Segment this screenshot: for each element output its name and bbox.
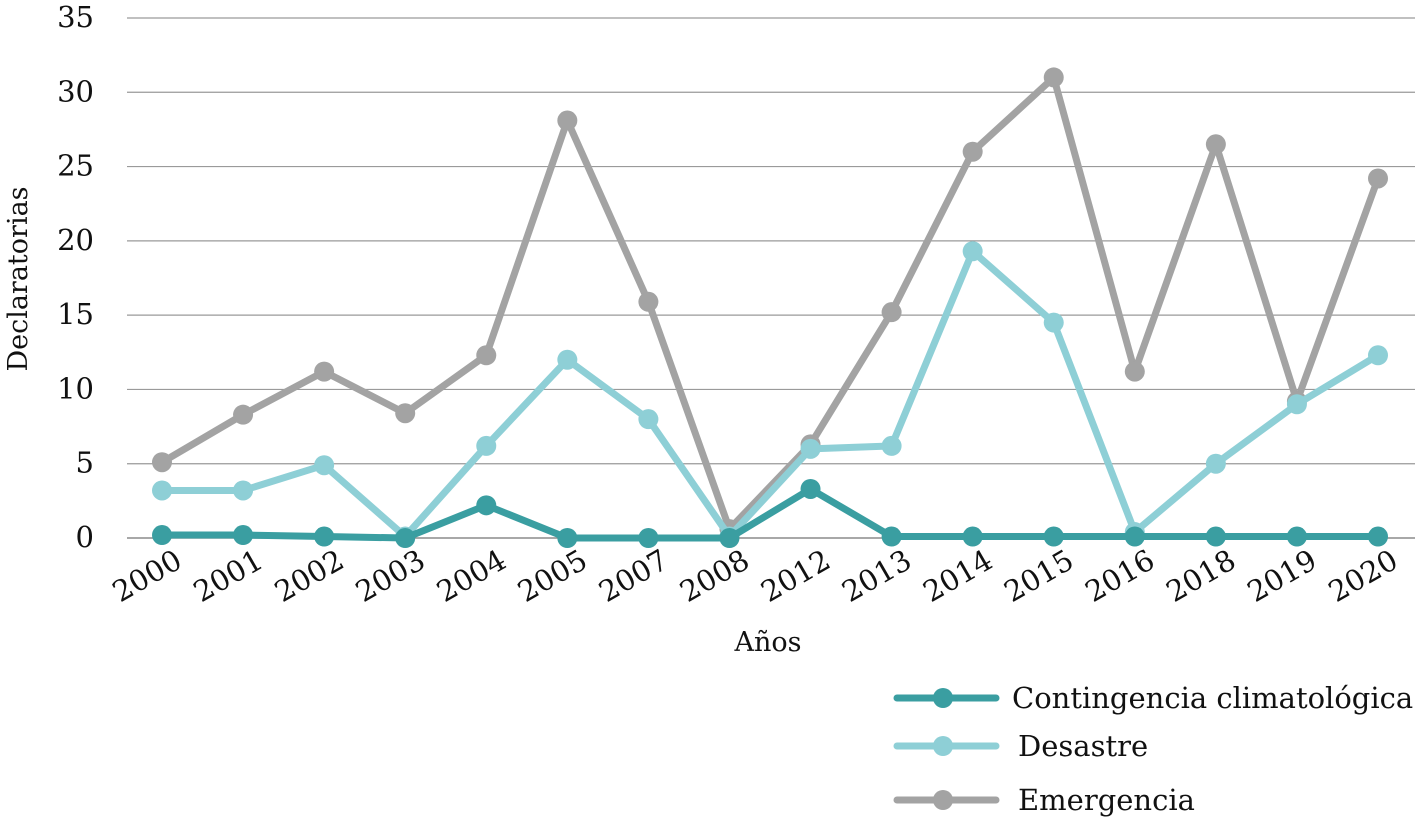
legend-swatch-marker (933, 790, 953, 810)
series-Emergencia (152, 67, 1388, 540)
y-tick-label: 30 (57, 74, 94, 108)
series-Desastre (152, 241, 1388, 547)
data-point (233, 525, 254, 546)
legend-item: Emergencia (893, 783, 1195, 817)
data-point (395, 403, 416, 424)
legend-label: Contingencia climatológica (1012, 681, 1413, 715)
x-tick-label: 2005 (512, 543, 593, 609)
legend-swatch-marker (933, 736, 953, 756)
legend-label: Emergencia (1018, 783, 1195, 817)
series-Contingencia climatológica (152, 478, 1388, 548)
data-point (1368, 526, 1388, 547)
x-tick-label: 2000 (107, 543, 188, 609)
data-point (152, 525, 172, 546)
data-point (800, 438, 821, 459)
series-line (158, 247, 1382, 541)
data-point (1043, 526, 1064, 547)
data-point (719, 528, 740, 548)
y-tick-label: 20 (57, 223, 94, 257)
data-point (1205, 134, 1226, 155)
data-point (638, 409, 659, 430)
x-tick-label: 2003 (350, 543, 431, 609)
y-axis-title: Declaratorias (3, 186, 34, 371)
data-point (233, 404, 254, 425)
data-point (476, 345, 497, 366)
data-point (152, 480, 172, 501)
y-tick-label: 25 (57, 149, 94, 183)
data-point (638, 528, 659, 548)
data-point (1368, 168, 1388, 189)
legend-item: Contingencia climatológica (893, 681, 1413, 715)
data-point (314, 526, 335, 547)
data-point (881, 435, 902, 456)
x-tick-label: 2002 (269, 543, 350, 609)
x-tick-label: 2019 (1242, 543, 1323, 609)
data-point (557, 528, 578, 548)
x-tick-label: 2001 (188, 543, 269, 609)
data-point (962, 526, 983, 547)
data-point (1205, 453, 1226, 474)
y-tick-label: 10 (57, 371, 94, 405)
y-tick-label: 35 (57, 0, 94, 34)
x-axis-ticks: 2000 2001 2002 2003 2004 2005 2007 2008 2012 2013… (107, 543, 1404, 609)
legend: Contingencia climatológica Desastre Emerge… (893, 681, 1413, 817)
y-tick-label: 0 (76, 520, 94, 554)
x-tick-label: 2014 (917, 543, 998, 609)
data-point (638, 291, 659, 312)
legend-swatch-marker (933, 688, 953, 708)
data-point (152, 452, 172, 473)
data-point (1205, 526, 1226, 547)
x-tick-label: 2008 (674, 543, 755, 609)
data-point (395, 528, 416, 548)
data-point (314, 361, 335, 382)
data-point (881, 302, 902, 323)
data-point (233, 480, 254, 501)
data-point (476, 435, 497, 456)
legend-item: Desastre (893, 729, 1148, 763)
data-point (962, 241, 983, 262)
x-tick-label: 2016 (1079, 543, 1160, 609)
series-line (158, 485, 1382, 542)
x-tick-label: 2018 (1160, 543, 1241, 609)
data-point (476, 495, 497, 516)
y-tick-label: 15 (57, 297, 94, 331)
data-point (557, 110, 578, 131)
data-point (962, 141, 983, 162)
data-point (314, 455, 335, 476)
data-point (800, 478, 821, 499)
y-tick-label: 5 (76, 446, 94, 480)
data-point (557, 349, 578, 370)
x-tick-label: 2007 (593, 543, 674, 609)
x-tick-label: 2020 (1323, 543, 1404, 609)
data-point (881, 526, 902, 547)
x-tick-label: 2013 (836, 543, 917, 609)
data-point (1286, 526, 1307, 547)
legend-label: Desastre (1018, 729, 1148, 763)
x-axis-title: Años (734, 627, 802, 658)
data-point (1368, 345, 1388, 366)
series-layer (152, 67, 1388, 548)
data-point (1124, 361, 1145, 382)
y-axis-ticks: 0 5 10 15 20 25 30 35 (57, 0, 94, 554)
data-point (1043, 312, 1064, 333)
data-point (1124, 526, 1145, 547)
series-line (158, 73, 1382, 533)
x-tick-label: 2004 (431, 543, 512, 609)
data-point (1043, 67, 1064, 88)
x-tick-label: 2012 (755, 543, 836, 609)
data-point (1286, 394, 1307, 415)
x-tick-label: 2015 (998, 543, 1079, 609)
